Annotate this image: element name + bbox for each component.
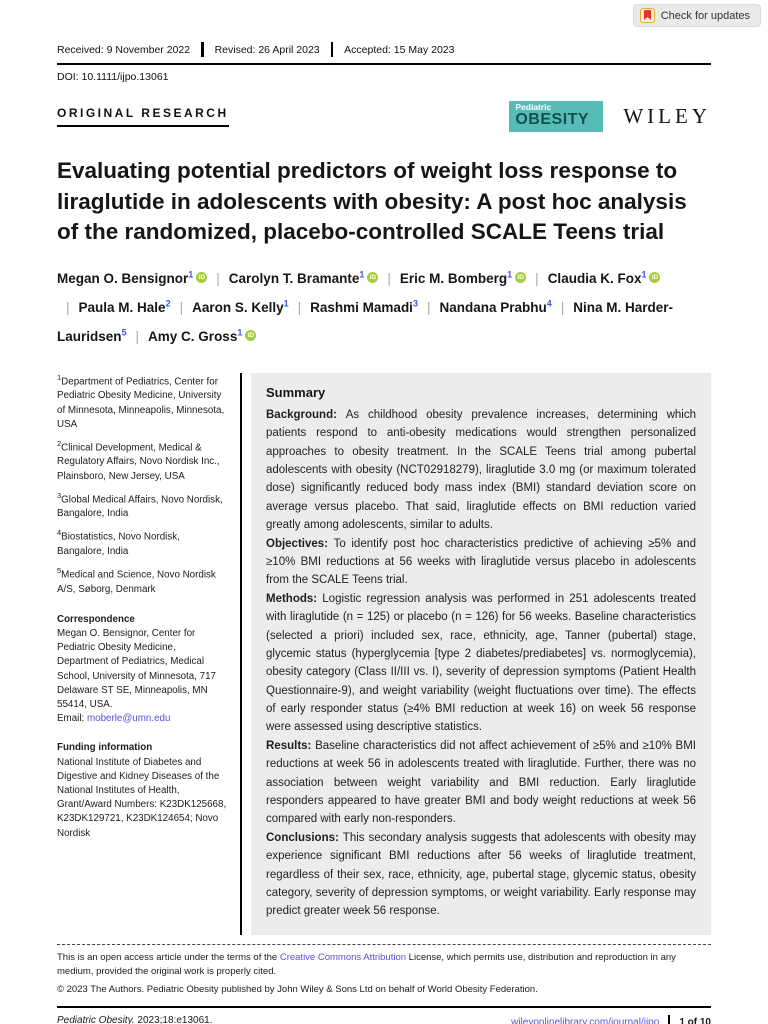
summary-section: Conclusions: This secondary analysis sug… <box>266 831 696 918</box>
correspondence-body: Megan O. Bensignor, Center for Pediatric… <box>57 628 217 711</box>
author-name[interactable]: Carolyn T. Bramante1 iD <box>229 269 379 286</box>
pediatric-obesity-logo: Pediatric OBESITY <box>509 101 604 132</box>
summary-heading: Summary <box>266 384 326 400</box>
author-separator: | <box>387 270 391 286</box>
content-columns: 1Department of Pediatrics, Center for Pe… <box>57 372 711 935</box>
summary-sections: Background: As childhood obesity prevale… <box>266 406 696 921</box>
funding-heading: Funding information <box>57 742 153 754</box>
date-divider <box>330 42 334 57</box>
orcid-icon[interactable]: iD <box>649 271 661 283</box>
author-list: Megan O. Bensignor1 iD | Carolyn T. Bramant… <box>57 264 705 351</box>
author-name[interactable]: Rashmi Mamadi3 <box>310 298 418 315</box>
logos: Pediatric OBESITY WILEY <box>509 101 711 132</box>
journal-logo-bottom: OBESITY <box>515 110 590 128</box>
updates-row: Check for updates <box>0 0 768 30</box>
footer-citation: Pediatric Obesity. 2023;18:e13061. https… <box>57 1015 212 1024</box>
author-name[interactable]: Megan O. Bensignor1 iD <box>57 269 208 286</box>
wiley-logo: WILEY <box>623 104 711 128</box>
copyright-line: © 2023 The Authors. Pediatric Obesity pu… <box>57 984 538 996</box>
author-separator: | <box>135 328 140 344</box>
footer-journal-name: Pediatric Obesity. <box>57 1015 135 1024</box>
email-label: Email: <box>57 713 87 725</box>
affiliation-item: 5Medical and Science, Novo Nordisk A/S, … <box>57 566 216 595</box>
author-separator: | <box>535 270 539 286</box>
affiliation-list: 1Department of Pediatrics, Center for Pe… <box>57 373 228 597</box>
orcid-icon[interactable]: iD <box>515 271 527 283</box>
article-title: Evaluating potential predictors of weigh… <box>57 158 687 245</box>
type-row: ORIGINAL RESEARCH Pediatric OBESITY WILE… <box>57 101 711 132</box>
correspondence-email-line: Email: moberle@umn.edu <box>57 712 228 726</box>
column-divider <box>240 372 242 935</box>
affiliation-item: 2Clinical Development, Medical & Regulat… <box>57 438 220 482</box>
affiliation-item: 3Global Medical Affairs, Novo Nordisk, B… <box>57 490 223 520</box>
footer-rule <box>57 1006 711 1009</box>
author-separator: | <box>560 299 565 315</box>
creative-commons-link[interactable]: Creative Commons Attribution <box>279 951 407 963</box>
doi-line: DOI: 10.1111/ijpo.13061 <box>57 71 169 83</box>
footer: Pediatric Obesity. 2023;18:e13061. https… <box>57 1015 711 1024</box>
author-name[interactable]: Aaron S. Kelly1 <box>192 298 289 315</box>
revised-date: Revised: 26 April 2023 <box>214 43 320 56</box>
author-name[interactable]: Nina M. Harder-Lauridsen5 <box>57 299 674 344</box>
article-type-label: ORIGINAL RESEARCH <box>57 106 229 127</box>
author-name[interactable]: Claudia K. Fox1 iD <box>548 269 661 286</box>
author-separator: | <box>297 299 302 315</box>
affiliation-item: 4Biostatistics, Novo Nordisk, Bangalore,… <box>57 528 180 557</box>
author-separator: | <box>426 299 431 315</box>
received-date: Received: 9 November 2022 <box>57 43 191 56</box>
orcid-icon[interactable]: iD <box>367 271 379 283</box>
journal-logo-top: Pediatric <box>515 102 552 112</box>
author-name[interactable]: Nandana Prabhu4 <box>439 298 552 315</box>
left-column: 1Department of Pediatrics, Center for Pe… <box>57 373 240 935</box>
funding-body: National Institute of Diabetes and Diges… <box>57 756 227 839</box>
author-name[interactable]: Paula M. Hale2 <box>78 298 171 315</box>
summary-section: Results: Baseline characteristics did no… <box>266 739 696 826</box>
summary-section: Background: As childhood obesity prevale… <box>266 408 696 532</box>
author-separator: | <box>66 299 70 315</box>
correspondence-heading: Correspondence <box>57 613 135 625</box>
orcid-icon[interactable]: iD <box>245 329 257 341</box>
author-separator: | <box>216 270 220 286</box>
accepted-date: Accepted: 15 May 2023 <box>344 43 455 56</box>
page-number: 1 of 10 <box>679 1016 711 1024</box>
check-for-updates-button[interactable]: Check for updates <box>632 4 761 27</box>
crossmark-icon <box>639 8 655 23</box>
orcid-icon[interactable]: iD <box>196 271 208 283</box>
footer-divider <box>668 1015 671 1024</box>
footer-citation-rest: 2023;18:e13061. <box>134 1015 213 1024</box>
open-access-note: This is an open access article under the… <box>57 951 711 980</box>
check-for-updates-label: Check for updates <box>660 9 750 22</box>
open-access-text-after: License, which permits use, distribution… <box>57 951 676 978</box>
summary-box: Summary Background: As childhood obesity… <box>251 372 711 935</box>
funding-block: Funding information National Institute o… <box>57 741 228 840</box>
summary-section: Objectives: To identify post hoc charact… <box>266 537 696 587</box>
email-link[interactable]: moberle@umn.edu <box>86 713 171 725</box>
open-access-text-before: This is an open access article under the… <box>57 951 280 963</box>
footer-site-link[interactable]: wileyonlinelibrary.com/journal/ijpo <box>511 1016 660 1024</box>
author-separator: | <box>179 299 184 315</box>
footer-right: wileyonlinelibrary.com/journal/ijpo 1 of… <box>511 1015 711 1024</box>
summary-section: Methods: Logistic regression analysis wa… <box>266 592 696 734</box>
affiliation-item: 1Department of Pediatrics, Center for Pe… <box>57 372 225 430</box>
date-divider <box>201 42 204 57</box>
author-name[interactable]: Eric M. Bomberg1 iD <box>400 269 527 286</box>
author-name[interactable]: Amy C. Gross1 iD <box>148 327 257 344</box>
correspondence-block: Correspondence Megan O. Bensignor, Cente… <box>57 613 228 727</box>
dates-row: Received: 9 November 2022 Revised: 26 Ap… <box>57 42 711 65</box>
dashed-separator <box>57 943 711 945</box>
